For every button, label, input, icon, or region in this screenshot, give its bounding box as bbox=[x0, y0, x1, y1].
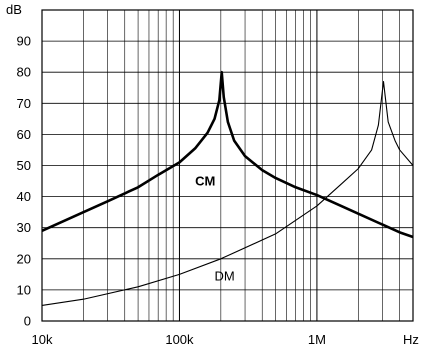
y-axis-unit: dB bbox=[6, 2, 22, 17]
series-label-cm: CM bbox=[195, 174, 215, 189]
y-tick-label: 0 bbox=[24, 314, 31, 329]
y-tick-labels: 0 10 20 30 40 50 60 70 80 90 bbox=[17, 34, 31, 329]
x-axis-unit: Hz bbox=[403, 332, 419, 347]
series-lines bbox=[41, 70, 414, 306]
x-tick-label: 10k bbox=[32, 332, 53, 347]
series-line-cm bbox=[41, 70, 414, 239]
y-tick-label: 50 bbox=[17, 158, 31, 173]
y-tick-label: 90 bbox=[17, 34, 31, 49]
y-tick-label: 30 bbox=[17, 220, 31, 235]
x-tick-labels: 10k100k1M10M bbox=[32, 332, 326, 347]
y-tick-label: 80 bbox=[17, 65, 31, 80]
y-tick-label: 10 bbox=[17, 282, 31, 297]
series-line-dm bbox=[41, 80, 414, 306]
grid bbox=[42, 10, 413, 321]
x-tick-label: 100k bbox=[165, 332, 194, 347]
series-label-dm: DM bbox=[215, 269, 235, 284]
y-tick-label: 20 bbox=[17, 251, 31, 266]
y-tick-label: 70 bbox=[17, 96, 31, 111]
y-tick-label: 60 bbox=[17, 127, 31, 142]
x-tick-label: 1M bbox=[308, 332, 326, 347]
y-tick-label: 40 bbox=[17, 189, 31, 204]
